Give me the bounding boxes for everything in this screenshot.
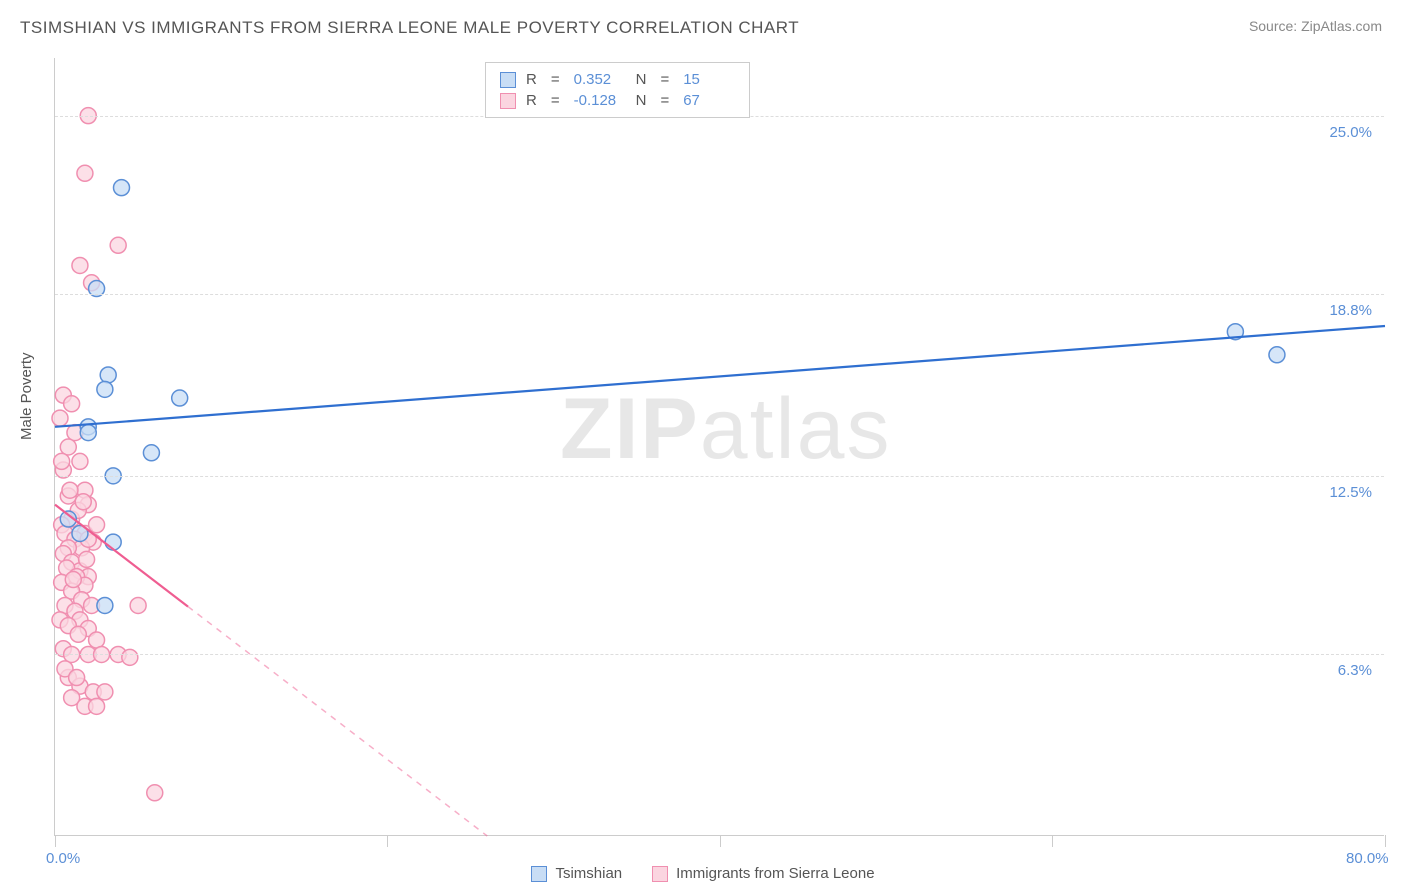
scatter-point-sierra-leone	[89, 517, 105, 533]
scatter-point-sierra-leone	[69, 670, 85, 686]
scatter-point-tsimshian	[114, 180, 130, 196]
scatter-point-sierra-leone	[130, 597, 146, 613]
x-tick	[1385, 835, 1386, 847]
scatter-point-sierra-leone	[89, 632, 105, 648]
scatter-point-sierra-leone	[97, 684, 113, 700]
y-tick-label: 6.3%	[1338, 662, 1372, 679]
stats-box: R = 0.352 N = 15 R = -0.128 N = 67	[485, 62, 750, 118]
scatter-point-sierra-leone	[77, 165, 93, 181]
plot-area: 6.3% 12.5% 18.8% 25.0%	[54, 58, 1384, 836]
stat-n-label: N	[636, 92, 647, 109]
scatter-point-sierra-leone	[52, 410, 68, 426]
scatter-point-tsimshian	[100, 367, 116, 383]
stat-eq: =	[660, 92, 669, 109]
scatter-point-sierra-leone	[110, 237, 126, 253]
swatch-tsimshian	[500, 72, 516, 88]
y-axis-label: Male Poverty	[18, 352, 35, 440]
scatter-point-tsimshian	[1269, 347, 1285, 363]
legend-item-sierra-leone: Immigrants from Sierra Leone	[652, 865, 874, 882]
gridline	[55, 654, 1384, 655]
source-attribution: Source: ZipAtlas.com	[1249, 18, 1382, 34]
scatter-point-sierra-leone	[89, 698, 105, 714]
chart-svg	[55, 58, 1384, 835]
scatter-point-tsimshian	[143, 445, 159, 461]
stat-r-value-tsimshian: 0.352	[574, 71, 626, 88]
y-tick-label: 25.0%	[1329, 124, 1372, 141]
stat-eq: =	[551, 92, 560, 109]
regression-line-tsimshian	[55, 326, 1385, 427]
x-min-label: 0.0%	[46, 850, 80, 867]
scatter-point-sierra-leone	[62, 482, 78, 498]
gridline	[55, 294, 1384, 295]
legend-item-tsimshian: Tsimshian	[531, 865, 622, 882]
stat-eq: =	[551, 71, 560, 88]
legend-swatch-tsimshian	[531, 866, 547, 882]
scatter-point-tsimshian	[97, 597, 113, 613]
chart-title: TSIMSHIAN VS IMMIGRANTS FROM SIERRA LEON…	[20, 18, 799, 38]
stat-n-value-sierra-leone: 67	[683, 92, 735, 109]
y-tick-label: 12.5%	[1329, 484, 1372, 501]
x-tick	[387, 835, 388, 847]
scatter-point-sierra-leone	[64, 396, 80, 412]
x-tick	[55, 835, 56, 847]
scatter-point-tsimshian	[97, 381, 113, 397]
stat-r-value-sierra-leone: -0.128	[574, 92, 626, 109]
regression-line-sierra-leone-dashed	[188, 607, 487, 836]
scatter-point-tsimshian	[105, 534, 121, 550]
y-tick-label: 18.8%	[1329, 302, 1372, 319]
scatter-point-sierra-leone	[122, 649, 138, 665]
stats-row-tsimshian: R = 0.352 N = 15	[500, 69, 735, 90]
x-max-label: 80.0%	[1346, 850, 1389, 867]
scatter-point-sierra-leone	[65, 572, 81, 588]
swatch-sierra-leone	[500, 93, 516, 109]
scatter-point-sierra-leone	[54, 453, 70, 469]
scatter-point-tsimshian	[172, 390, 188, 406]
legend-label-sierra-leone: Immigrants from Sierra Leone	[676, 865, 874, 882]
source-value: ZipAtlas.com	[1301, 18, 1382, 34]
legend-swatch-sierra-leone	[652, 866, 668, 882]
scatter-point-sierra-leone	[60, 439, 76, 455]
stat-n-value-tsimshian: 15	[683, 71, 735, 88]
scatter-point-sierra-leone	[75, 494, 91, 510]
stats-row-sierra-leone: R = -0.128 N = 67	[500, 90, 735, 111]
legend-label-tsimshian: Tsimshian	[555, 865, 622, 882]
stat-r-label: R	[526, 71, 537, 88]
scatter-point-sierra-leone	[70, 626, 86, 642]
stat-r-label: R	[526, 92, 537, 109]
scatter-point-sierra-leone	[147, 785, 163, 801]
x-tick	[720, 835, 721, 847]
source-label: Source:	[1249, 18, 1301, 34]
stat-eq: =	[660, 71, 669, 88]
stat-n-label: N	[636, 71, 647, 88]
x-tick	[1052, 835, 1053, 847]
scatter-point-sierra-leone	[79, 551, 95, 567]
scatter-point-sierra-leone	[72, 257, 88, 273]
scatter-point-tsimshian	[80, 425, 96, 441]
scatter-point-sierra-leone	[72, 453, 88, 469]
gridline	[55, 476, 1384, 477]
bottom-legend: Tsimshian Immigrants from Sierra Leone	[0, 865, 1406, 882]
